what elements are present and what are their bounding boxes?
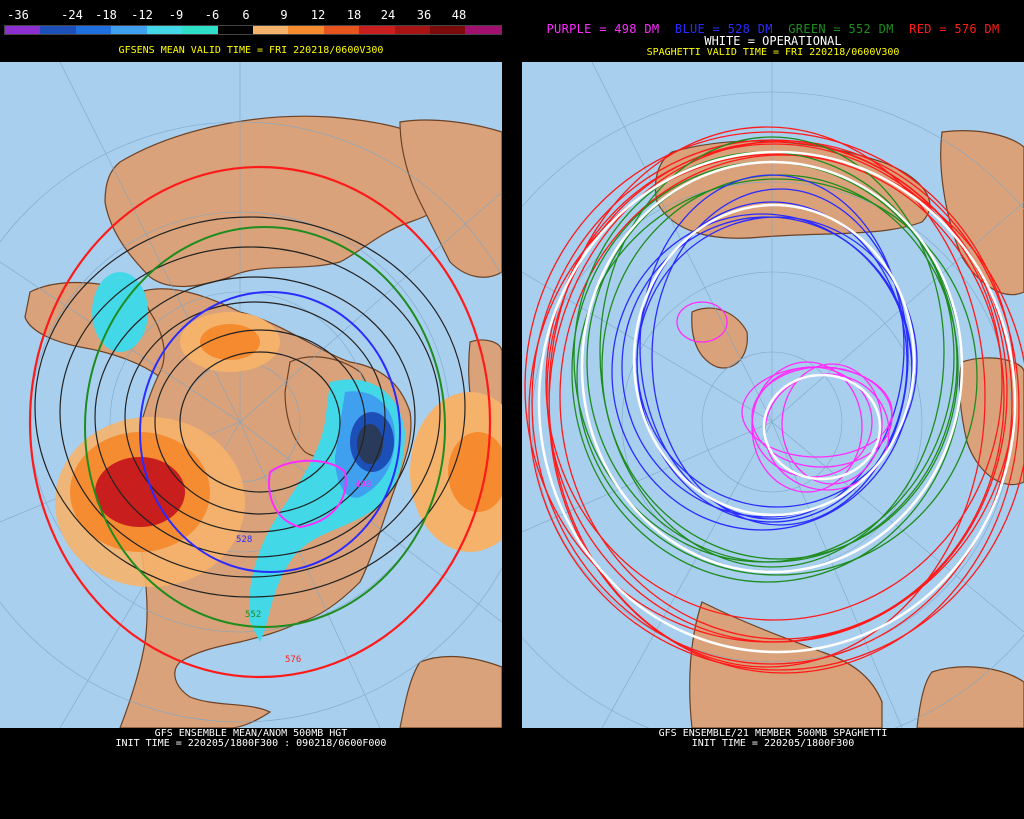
south-america-landmass [399, 655, 502, 728]
spaghetti-panel: PURPLE = 498 DM BLUE = 528 DM GREEN = 55… [522, 0, 1024, 819]
graticule [522, 62, 1024, 728]
colorbar-label: -36 [7, 8, 29, 22]
north-america-landmass [689, 601, 883, 728]
legend-purple: PURPLE = 498 DM [546, 22, 660, 36]
colorbar-swatch [217, 26, 253, 34]
europe-landmass [399, 119, 502, 278]
south-america-landmass [916, 666, 1024, 728]
contour-498 [268, 459, 347, 529]
colorbar-label: -12 [131, 8, 153, 22]
spaghetti-528 [611, 174, 918, 531]
colorbar-label: -24 [61, 8, 83, 22]
colorbar-swatch [40, 26, 76, 34]
legend-green: GREEN = 552 DM [788, 22, 894, 36]
mean-map-svg: 498 528 552 576 [0, 62, 502, 728]
spaghetti-map-svg [522, 62, 1024, 728]
contour-552 [84, 226, 446, 628]
colorbar-labels: -36 -24 -18 -12 -9 -6 6 9 12 18 24 36 48 [0, 4, 502, 22]
right-valid-time-title: SPAGHETTI VALID TIME = FRI 220218/0600V3… [646, 47, 900, 58]
contour-576 [28, 165, 492, 679]
contour-label-576: 576 [285, 655, 301, 665]
contour-label-552: 552 [245, 610, 261, 620]
colorbar-swatch [465, 26, 501, 34]
colorbar-label: 6 [242, 8, 250, 22]
colorbar-label: 36 [416, 8, 432, 22]
anomaly-colorbar [4, 25, 502, 35]
legend-red: RED = 576 DM [909, 22, 1000, 36]
colorbar-label: 24 [380, 8, 396, 22]
contour-528 [139, 291, 401, 573]
spaghetti-576 [524, 126, 1024, 674]
colorbar-label: 48 [451, 8, 467, 22]
negative-anomaly-shading [92, 272, 405, 642]
right-footer-init-time: INIT TIME = 220205/1800F300 [691, 738, 855, 749]
left-footer-init-time: INIT TIME = 220205/1800F300 : 090218/060… [115, 738, 387, 749]
contour-label-528: 528 [236, 535, 252, 545]
panel-divider [502, 0, 522, 819]
colorbar-swatch [323, 26, 360, 34]
colorbar-swatch [5, 26, 41, 34]
left-footer-title: GFS ENSEMBLE MEAN/ANOM 500MB HGT [154, 728, 348, 739]
spaghetti-map [522, 62, 1024, 728]
contour-label-498: 498 [355, 480, 371, 490]
legend-blue: BLUE = 528 DM [674, 22, 773, 36]
ensemble-mean-map: 498 528 552 576 [0, 62, 502, 728]
colorbar-label: 12 [310, 8, 326, 22]
colorbar-label: -9 [168, 8, 184, 22]
colorbar-label: -6 [204, 8, 220, 22]
colorbar-label: 9 [280, 8, 288, 22]
legend-white: WHITE = OPERATIONAL [704, 34, 842, 48]
colorbar-swatch [111, 26, 147, 34]
colorbar-swatch [288, 26, 324, 34]
colorbar-label: -18 [95, 8, 117, 22]
ensemble-mean-panel: -36 -24 -18 -12 -9 -6 6 9 12 18 24 36 48… [0, 0, 502, 819]
left-valid-time-title: GFSENS MEAN VALID TIME = FRI 220218/0600… [118, 45, 384, 56]
colorbar-label: 18 [346, 8, 362, 22]
height-contours [34, 216, 466, 598]
colorbar-swatch [430, 26, 466, 34]
colorbar-swatch [182, 26, 218, 34]
colorbar-swatch [75, 26, 112, 34]
spaghetti-legend: PURPLE = 498 DM BLUE = 528 DM GREEN = 55… [522, 22, 1024, 36]
colorbar-swatch [146, 26, 183, 34]
right-footer-title: GFS ENSEMBLE/21 MEMBER 500MB SPAGHETTI [658, 728, 888, 739]
colorbar-swatch [252, 26, 289, 34]
operational-run [537, 150, 1017, 654]
colorbar-swatch [394, 26, 431, 34]
colorbar-swatch [359, 26, 395, 34]
